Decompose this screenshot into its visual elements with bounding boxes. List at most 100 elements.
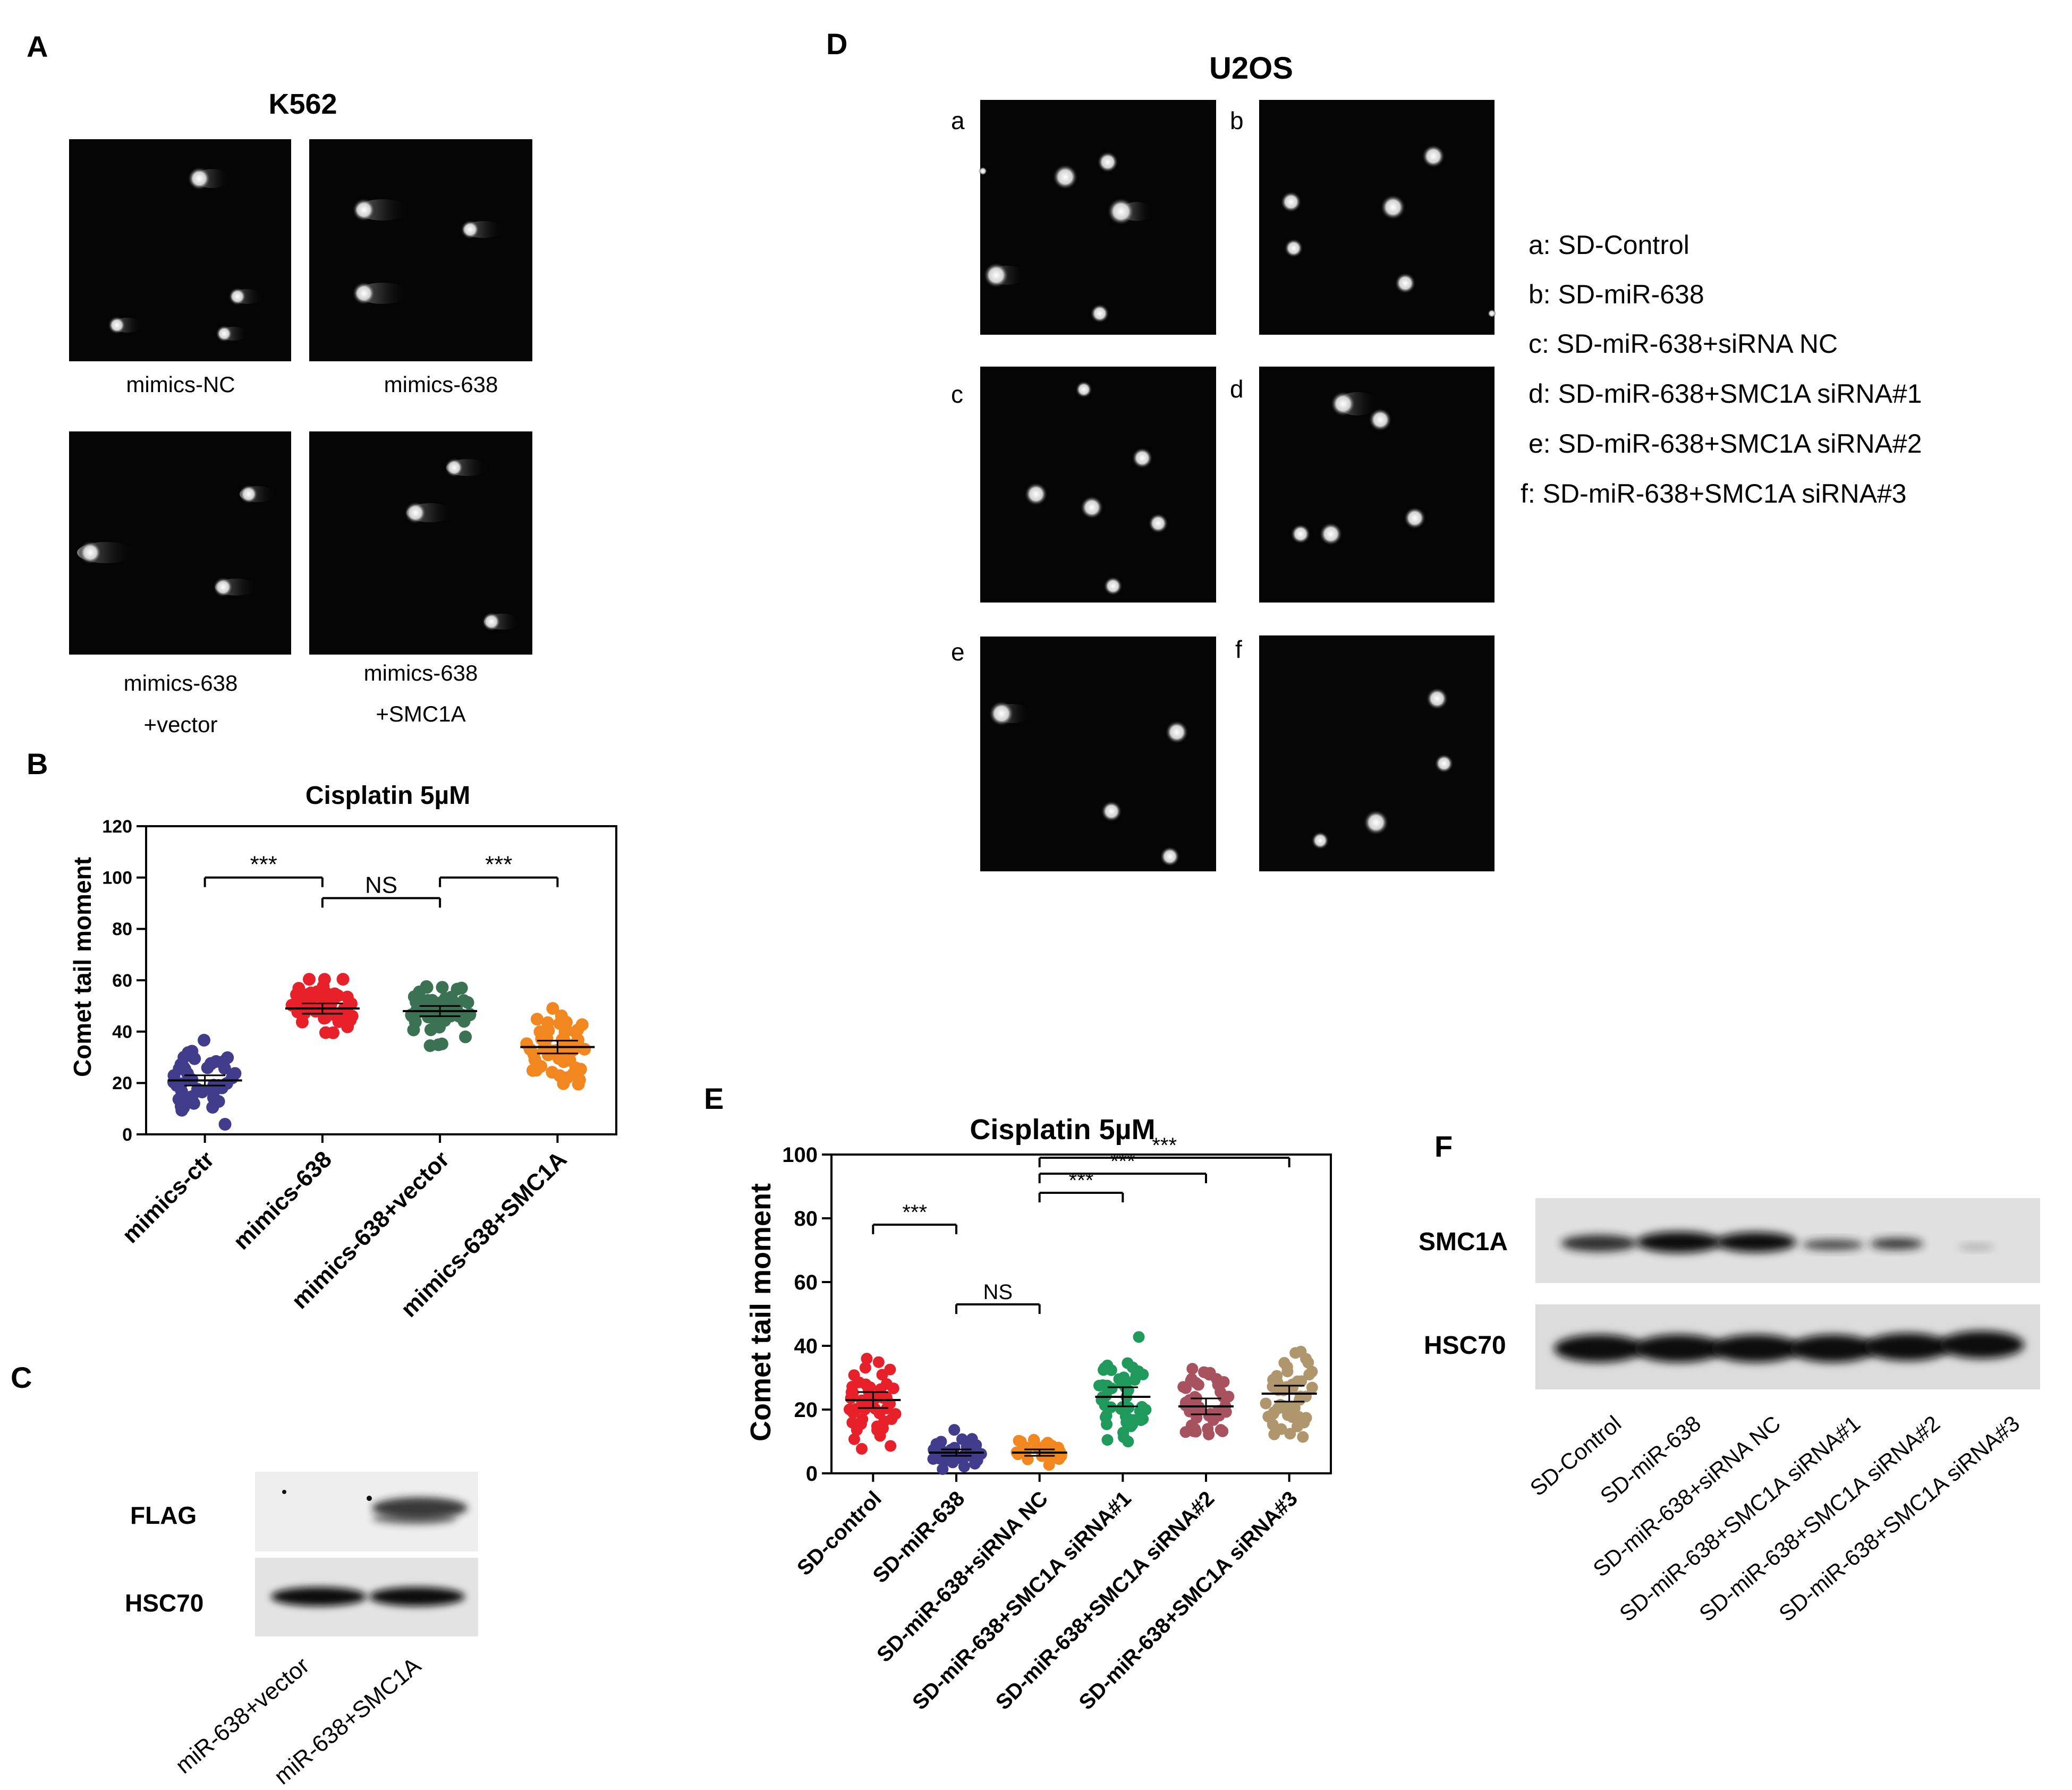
panel-b-label: B (27, 747, 48, 781)
data-point (546, 1002, 559, 1015)
data-point (1203, 1369, 1216, 1381)
data-point (405, 1009, 419, 1022)
data-point (1222, 1390, 1235, 1403)
data-point (969, 1457, 981, 1470)
data-point (527, 1048, 540, 1061)
panel-b-chart-title: Cisplatin 5µM (305, 782, 471, 810)
panel-f-label: F (1434, 1130, 1453, 1163)
data-point (196, 1085, 209, 1099)
data-point (872, 1356, 885, 1368)
data-point (929, 1445, 941, 1457)
data-point (1220, 1406, 1232, 1418)
panel-c-western-blot (255, 1472, 478, 1636)
panel-c-label: C (11, 1361, 32, 1394)
data-point (1042, 1450, 1054, 1463)
y-tick-label: 100 (102, 868, 132, 888)
y-tick-label: 60 (112, 971, 132, 991)
data-point (1306, 1381, 1318, 1394)
data-point (436, 981, 449, 994)
data-point (1286, 1378, 1298, 1390)
micrograph-a-sd-control (979, 100, 1216, 335)
legend-line-f: f: SD-miR-638+SMC1A siRNA#3 (1521, 479, 1907, 508)
significance-label: NS (365, 872, 397, 898)
legend-line-a: a: SD-Control (1528, 230, 1689, 260)
caption-mimics-nc: mimics-NC (126, 372, 235, 397)
data-point (935, 1436, 947, 1448)
data-point (319, 1011, 332, 1024)
data-point (461, 996, 474, 1009)
data-point (1105, 1401, 1117, 1413)
micrograph-c-sd-mir-638-sirna-nc (980, 367, 1216, 603)
data-point (326, 1026, 339, 1039)
data-point (1186, 1363, 1199, 1375)
data-point (1260, 1397, 1272, 1410)
data-point (198, 1033, 211, 1047)
data-point (849, 1404, 861, 1416)
y-tick-label: 80 (794, 1207, 818, 1231)
data-point (1101, 1418, 1113, 1430)
legend-line-c: c: SD-miR-638+siRNA NC (1528, 329, 1838, 359)
panel-f-western-blot (1535, 1198, 2040, 1389)
y-tick-label: 20 (794, 1398, 818, 1422)
y-tick-label: 0 (806, 1462, 818, 1486)
data-point (880, 1378, 893, 1390)
data-point (1294, 1390, 1306, 1403)
panel-f-row-smc1a: SMC1A (1419, 1228, 1508, 1256)
data-point (1271, 1370, 1283, 1382)
panel-a-label: A (27, 30, 48, 63)
panel-d-sublabel-c: c (951, 380, 963, 408)
data-point (541, 1016, 555, 1029)
micrograph-e-sd-mir-638-smc1a-sirna2 (980, 637, 1216, 871)
data-point (432, 1038, 445, 1051)
x-category-label: SD-miR-638+siRNA NC (872, 1487, 1052, 1667)
data-point (569, 1025, 582, 1039)
data-point (341, 990, 354, 1004)
significance-label: *** (902, 1201, 927, 1224)
data-point (420, 980, 433, 993)
y-tick-label: 120 (102, 817, 132, 837)
significance-label: *** (1110, 1150, 1135, 1173)
panel-d-sublabel-d: d (1230, 375, 1244, 403)
micrograph-mimics-638-vector (69, 431, 291, 655)
data-point (336, 973, 350, 986)
data-point (1115, 1403, 1127, 1415)
data-point (1284, 1428, 1296, 1440)
data-point (1218, 1376, 1230, 1388)
caption-mimics-638: mimics-638 (384, 372, 498, 397)
panel-d-sublabel-b: b (1230, 107, 1244, 134)
data-point (966, 1433, 978, 1445)
panel-d-title: U2OS (1209, 51, 1293, 86)
data-point (553, 1069, 566, 1082)
caption-mimics-638-smc1a-line2: +SMC1A (376, 701, 466, 726)
panel-f-row-hsc70: HSC70 (1424, 1331, 1506, 1360)
micrograph-d-sd-mir-638-smc1a-sirna1 (1259, 367, 1494, 603)
micrograph-b-sd-mir-638 (1259, 100, 1496, 335)
y-tick-label: 40 (112, 1022, 132, 1042)
data-point (530, 1013, 544, 1026)
y-tick-label: 40 (794, 1335, 818, 1358)
data-point (876, 1369, 888, 1381)
data-point (1013, 1435, 1025, 1447)
data-point (424, 1023, 437, 1037)
x-category-label: mimics-638 (228, 1146, 337, 1254)
data-point (332, 989, 345, 1003)
data-point (172, 1093, 185, 1106)
data-point (1020, 1444, 1032, 1456)
data-point (864, 1381, 876, 1393)
y-tick-label: 0 (122, 1125, 132, 1145)
significance-label: *** (250, 852, 277, 878)
panel-a-micrographs (69, 139, 532, 655)
data-point (851, 1424, 863, 1436)
data-point (1267, 1407, 1279, 1420)
data-point (885, 1440, 897, 1452)
data-point (948, 1424, 961, 1436)
data-point (212, 1095, 225, 1108)
data-point (1302, 1356, 1314, 1369)
y-tick-label: 60 (794, 1271, 818, 1294)
data-point (1100, 1389, 1112, 1402)
data-point (341, 1020, 354, 1033)
data-point (1040, 1438, 1052, 1450)
data-point (292, 982, 305, 995)
data-point (221, 1051, 234, 1064)
data-point (859, 1362, 871, 1374)
